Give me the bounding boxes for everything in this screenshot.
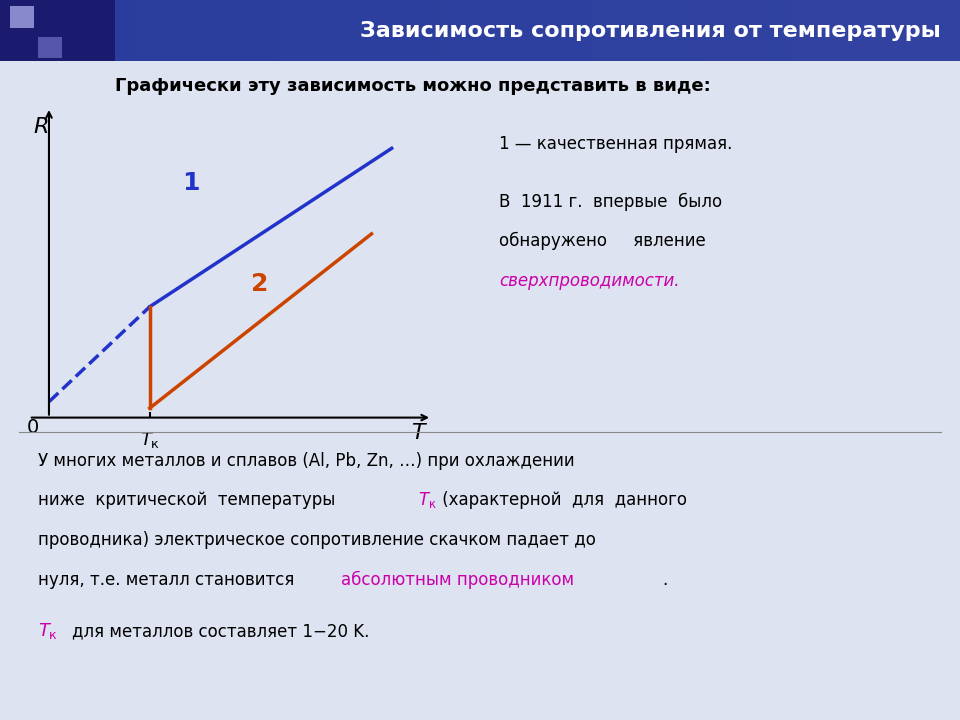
Text: проводника) электрическое сопротивление скачком падает до: проводника) электрическое сопротивление … (38, 531, 596, 549)
Text: 2: 2 (251, 272, 268, 296)
Bar (10, 6, 34, 27)
Text: обнаружено     явление: обнаружено явление (499, 232, 706, 251)
Text: В  1911 г.  впервые  было: В 1911 г. впервые было (499, 192, 722, 211)
Text: сверхпроводимости.: сверхпроводимости. (499, 271, 680, 289)
Text: Графически эту зависимость можно представить в виде:: Графически эту зависимость можно предста… (115, 77, 711, 95)
Text: $T_{\rm к}$: $T_{\rm к}$ (38, 621, 59, 641)
Text: ниже  критической  температуры: ниже критической температуры (38, 491, 347, 510)
Bar (38, 37, 62, 58)
Text: нуля, т.е. металл становится: нуля, т.е. металл становится (38, 570, 300, 589)
Text: (характерной  для  данного: (характерной для данного (437, 491, 686, 510)
Text: 1 — качественная прямая.: 1 — качественная прямая. (499, 135, 732, 153)
Text: У многих металлов и сплавов (Al, Pb, Zn, …) при охлаждении: У многих металлов и сплавов (Al, Pb, Zn,… (38, 452, 575, 470)
Bar (0, 0, 115, 61)
Text: для металлов составляет 1−20 K.: для металлов составляет 1−20 K. (72, 622, 370, 640)
Text: .: . (662, 570, 667, 589)
Text: $T_{\rm к}$: $T_{\rm к}$ (418, 490, 437, 510)
Text: 0: 0 (27, 418, 39, 436)
Bar (115, 0, 960, 61)
Text: Зависимость сопротивления от температуры: Зависимость сопротивления от температуры (360, 21, 941, 40)
Text: 1: 1 (182, 171, 200, 194)
Text: $R$: $R$ (33, 117, 48, 137)
Text: абсолютным проводником: абсолютным проводником (341, 570, 574, 589)
Text: $T_{\rm к}$: $T_{\rm к}$ (139, 430, 160, 450)
Text: $T$: $T$ (412, 423, 428, 444)
